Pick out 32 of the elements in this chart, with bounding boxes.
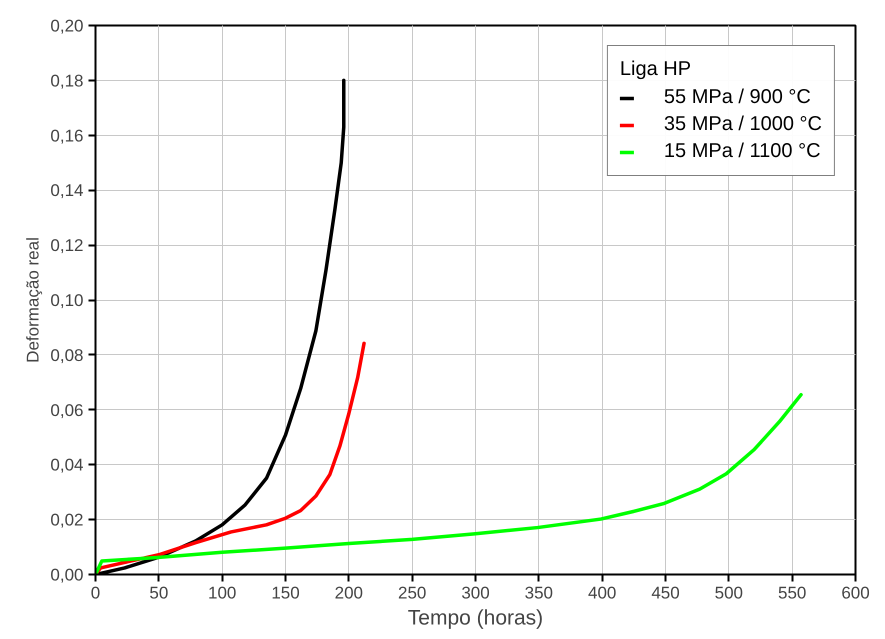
line-series — [96, 342, 366, 574]
x-tick-label: 400 — [588, 584, 616, 602]
legend-label: 35 MPa / 1000 °C — [664, 113, 822, 136]
x-tick-label: 500 — [714, 584, 744, 602]
y-tick-label: 0,08 — [50, 346, 84, 365]
y-tick-label: 0,06 — [50, 400, 84, 420]
y-tick-label: 0,16 — [50, 126, 84, 146]
legend-label: 55 MPa / 900 °C — [664, 86, 811, 109]
y-axis-title: Deformação real — [23, 237, 42, 363]
legend-label: 15 MPa / 1100 °C — [664, 140, 821, 163]
y-tick-label: 0,12 — [50, 236, 84, 256]
y-tick-label: 0,00 — [50, 566, 84, 584]
y-tick-label: 0,10 — [50, 291, 84, 310]
x-tick-label: 150 — [271, 584, 300, 602]
x-tick-label: 600 — [841, 584, 870, 602]
x-tick-label: 50 — [149, 584, 168, 602]
y-tick-label: 0,14 — [50, 181, 84, 200]
x-tick-label: 250 — [398, 584, 426, 602]
x-tick-label: 200 — [334, 584, 364, 602]
x-tick-label: 450 — [651, 584, 680, 602]
y-tick-label: 0,20 — [50, 16, 84, 36]
line-series — [96, 392, 803, 574]
y-tick-label: 0,02 — [50, 510, 84, 530]
x-axis-title: Tempo (horas) — [408, 606, 544, 630]
x-tick-label: 300 — [461, 584, 490, 602]
x-tick-label: 550 — [778, 584, 806, 602]
y-tick-label: 0,18 — [50, 71, 84, 90]
y-tick-label: 0,04 — [50, 456, 84, 475]
x-tick-label: 0 — [90, 584, 100, 602]
x-tick-label: 100 — [208, 584, 236, 602]
legend-title: Liga HP — [620, 58, 692, 81]
x-tick-label: 350 — [524, 584, 554, 602]
